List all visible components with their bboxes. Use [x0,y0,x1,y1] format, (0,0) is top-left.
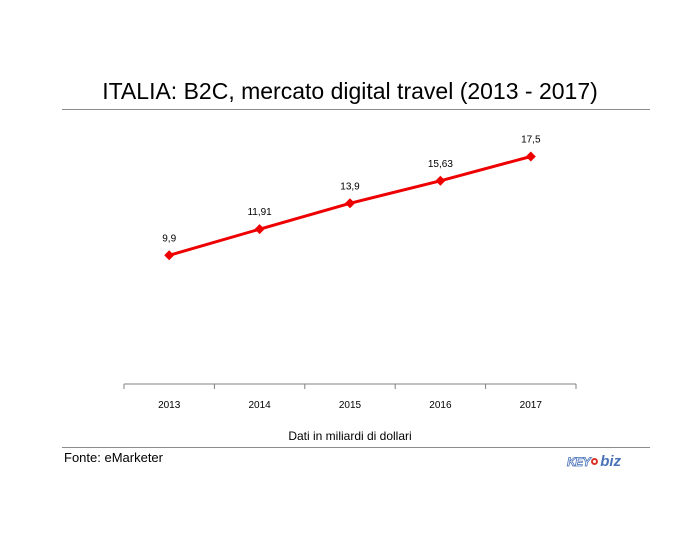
page-title: ITALIA: B2C, mercato digital travel (201… [102,78,598,104]
data-point-marker [254,224,265,235]
x-tick-label: 2015 [339,400,362,411]
data-point-marker [525,151,536,162]
data-point-marker [435,175,446,186]
data-label: 11,91 [247,207,272,218]
footer-divider [62,447,650,448]
title-divider [62,109,650,110]
x-tick-label: 2017 [520,400,543,411]
source-note: Fonte: eMarketer [64,450,163,465]
x-tick-label: 2016 [429,400,452,411]
data-point-marker [345,198,355,209]
x-tick-label: 2013 [158,400,181,411]
x-axis-title: Dati in miliardi di dollari [288,429,411,443]
data-label: 9,9 [162,233,176,244]
data-label: 17,5 [521,135,541,146]
x-tick-label: 2014 [248,400,271,411]
data-label: 15,63 [428,159,453,170]
data-point-marker [164,250,175,261]
data-label: 13,9 [340,181,360,192]
key4biz-logo: KEY biz [567,453,622,470]
